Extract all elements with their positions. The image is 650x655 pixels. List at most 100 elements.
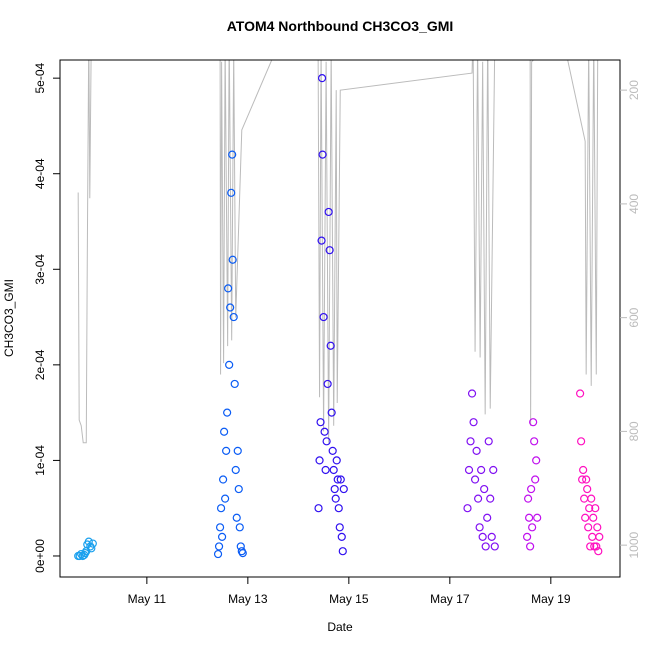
data-point: [595, 532, 604, 541]
data-point: [466, 437, 475, 446]
data-point: [219, 475, 228, 484]
data-point: [314, 504, 323, 513]
data-point: [463, 504, 472, 513]
data-point: [88, 539, 97, 548]
data-point: [334, 504, 343, 513]
data-point: [87, 544, 96, 553]
data-point: [490, 542, 499, 551]
data-point: [327, 408, 336, 417]
data-point: [317, 74, 327, 83]
data-point: [525, 513, 534, 522]
data-point: [467, 389, 477, 398]
data-point: [324, 207, 333, 217]
data-point: [533, 513, 542, 522]
data-point: [577, 437, 586, 446]
data-point: [530, 437, 539, 446]
data-point: [316, 418, 325, 427]
data-point: [528, 523, 537, 532]
data-point: [333, 475, 342, 484]
data-point: [216, 504, 226, 513]
data-point: [580, 494, 589, 503]
y-tick-label: 2e-04: [33, 349, 47, 380]
plot-frame: [59, 59, 621, 578]
data-point: [318, 150, 327, 159]
data-point: [236, 542, 245, 551]
data-point: [589, 513, 598, 522]
data-point: [532, 456, 541, 465]
data-point: [229, 312, 238, 322]
data-point: [335, 523, 344, 532]
data-point: [232, 513, 241, 522]
pressure-line: [77, 60, 599, 444]
data-point: [222, 446, 231, 455]
y-tick-label: 3e-04: [33, 254, 47, 285]
data-point: [578, 475, 587, 484]
data-point: [583, 484, 592, 494]
data-point: [322, 437, 331, 446]
data-point: [475, 523, 484, 532]
data-point: [214, 542, 224, 551]
data-point: [225, 360, 234, 369]
y2-tick-label: 400: [627, 194, 641, 214]
data-point: [332, 456, 341, 465]
data-point: [474, 494, 483, 503]
data-point: [323, 379, 332, 389]
data-point: [472, 446, 481, 455]
data-point: [480, 484, 489, 494]
data-point: [315, 456, 324, 465]
data-point: [330, 484, 339, 494]
data-point: [228, 255, 237, 264]
data-point: [486, 494, 495, 503]
y-tick-label: 4e-04: [33, 158, 47, 189]
data-point: [220, 427, 229, 436]
y-tick-label: 1e-04: [33, 445, 47, 476]
data-point: [223, 408, 232, 417]
x-tick-label: May 19: [531, 592, 571, 606]
y2-tick-label: 200: [627, 80, 641, 100]
y2-tick-label: 1000: [627, 531, 641, 558]
data-point: [217, 532, 227, 541]
data-point: [478, 532, 487, 541]
data-point: [326, 341, 335, 350]
data-point: [523, 494, 533, 503]
data-point: [469, 418, 478, 427]
plot-area: [74, 60, 604, 561]
data-point: [233, 446, 242, 455]
data-point: [215, 523, 225, 532]
data-point: [581, 513, 590, 522]
data-point: [584, 523, 593, 532]
x-tick-label: May 17: [430, 592, 470, 606]
data-point: [582, 475, 591, 484]
data-point: [576, 389, 585, 398]
data-point: [579, 465, 588, 475]
data-point: [224, 284, 233, 293]
data-point: [319, 312, 328, 322]
data-point: [230, 379, 239, 389]
data-point: [329, 465, 338, 475]
data-point: [531, 475, 540, 484]
data-point: [594, 547, 603, 556]
data-point: [529, 418, 538, 427]
data-point: [328, 446, 337, 455]
data-point: [593, 523, 602, 532]
data-point: [235, 523, 244, 532]
y2-tick-label: 600: [627, 307, 641, 327]
data-point: [339, 484, 348, 494]
data-point: [587, 494, 596, 503]
data-point: [320, 427, 329, 436]
y-axis-label: CH3CO3_GMI: [2, 279, 16, 357]
y-tick-label: 5e-04: [33, 62, 47, 93]
x-tick-label: May 13: [228, 592, 268, 606]
data-point: [213, 549, 223, 559]
x-axis-label: Date: [327, 620, 353, 634]
data-point: [592, 542, 601, 551]
data-point: [325, 246, 334, 255]
data-point: [317, 236, 326, 245]
x-tick-label: May 11: [128, 592, 167, 606]
data-point: [228, 150, 237, 159]
data-point: [481, 542, 490, 551]
data-point: [487, 532, 496, 541]
y-tick-label: 0e+00: [33, 539, 47, 573]
data-point: [331, 494, 340, 503]
data-point: [227, 188, 236, 197]
